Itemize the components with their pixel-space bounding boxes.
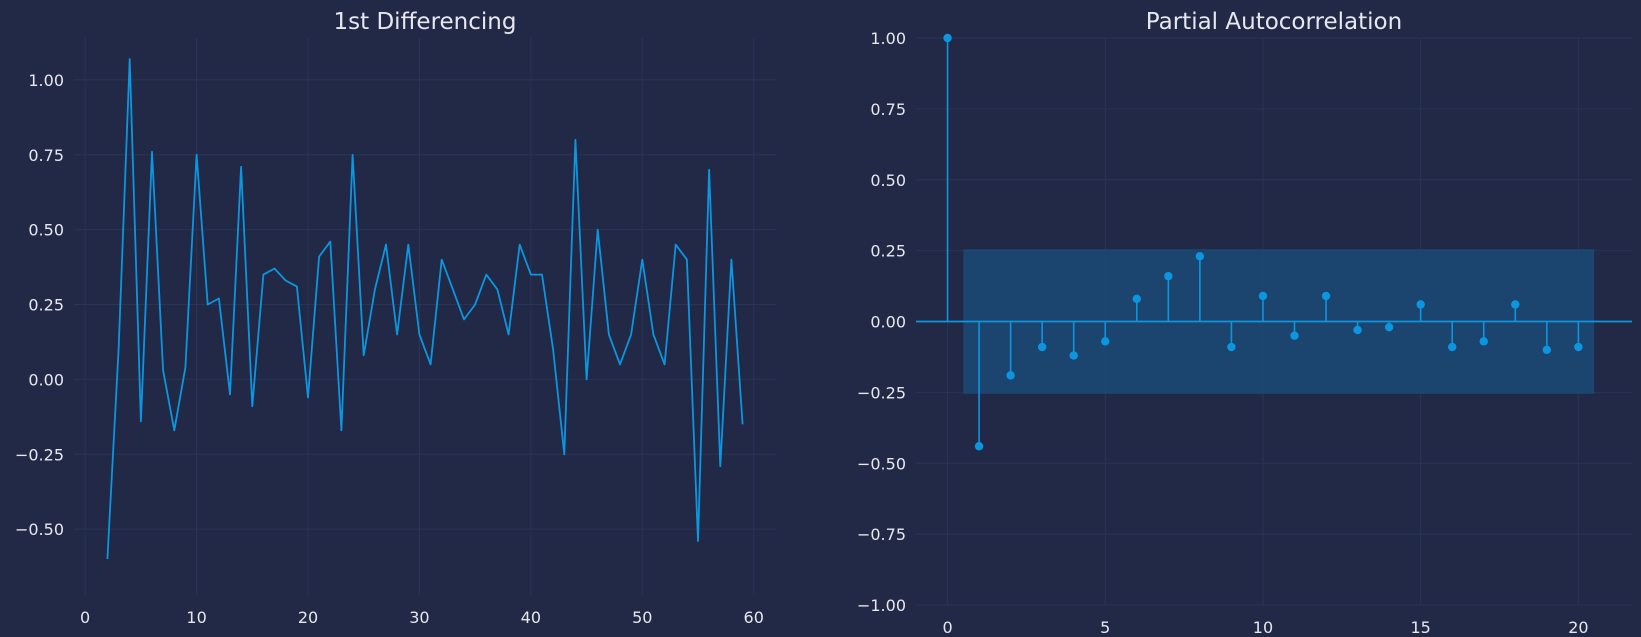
chart2-ytick-label-4: 0.00: [870, 313, 906, 332]
chart2-stem-marker-6: [1132, 294, 1141, 304]
chart2-stem-marker-9: [1227, 342, 1236, 352]
chart1-xtick-label-6: 60: [744, 608, 764, 627]
chart1-xtick-label-3: 30: [409, 608, 429, 627]
chart2-stem-marker-10: [1258, 291, 1268, 301]
chart2-xtick-label-3: 15: [1410, 618, 1430, 637]
chart1-xtick-label-0: 0: [80, 608, 90, 627]
chart1-xtick-label-1: 10: [186, 608, 206, 627]
chart2-stem-marker-8: [1195, 252, 1205, 261]
chart1-ytick-label-3: 0.25: [28, 296, 64, 315]
chart2-stem-marker-1: [974, 442, 984, 451]
chart1-ytick-label-5: 0.75: [28, 146, 64, 165]
chart2-stem-marker-16: [1448, 342, 1457, 352]
chart1-xtick-label-2: 20: [298, 608, 318, 627]
chart2-stem-marker-13: [1353, 325, 1362, 335]
chart1-ytick-label-1: −0.25: [15, 445, 64, 464]
chart1-series-line-0: [106, 58, 744, 560]
chart2-ytick-label-6: 0.50: [870, 171, 906, 190]
chart2-ytick-label-7: 0.75: [870, 100, 906, 119]
chart1-xtick-label-4: 40: [521, 608, 541, 627]
chart2-stem-marker-2: [1006, 371, 1015, 380]
chart2-stem-marker-19: [1542, 345, 1552, 355]
chart1-title: 1st Differencing: [334, 9, 517, 35]
chart2-stem-marker-15: [1416, 300, 1425, 309]
chart1-xtick-label-5: 50: [632, 608, 652, 627]
chart2-xtick-label-1: 5: [1100, 618, 1110, 637]
chart2-xtick-label-0: 0: [942, 618, 952, 637]
chart2-stem-marker-11: [1290, 331, 1299, 340]
chart2-xtick-label-4: 20: [1568, 618, 1588, 637]
chart2-stem-marker-20: [1574, 342, 1583, 352]
chart2-ytick-label-8: 1.00: [870, 29, 906, 48]
chart2-ytick-label-5: 0.25: [870, 242, 906, 261]
chart2-ytick-label-0: −1.00: [857, 596, 906, 615]
chart2-stem-marker-4: [1069, 351, 1078, 360]
chart1-ytick-label-4: 0.50: [28, 221, 64, 240]
chart2-stem-marker-18: [1511, 300, 1520, 309]
chart2-stem-marker-3: [1037, 342, 1047, 352]
chart1-ytick-label-2: 0.00: [28, 370, 64, 389]
chart1-ytick-label-6: 1.00: [28, 71, 64, 90]
chart2-stem-marker-0: [943, 33, 952, 43]
chart2-title: Partial Autocorrelation: [1146, 9, 1402, 35]
chart2-ytick-label-1: −0.75: [857, 525, 906, 544]
chart2-ytick-label-3: −0.25: [857, 383, 906, 402]
chart2-stem-marker-14: [1384, 322, 1394, 332]
chart2-stem-marker-17: [1479, 337, 1488, 346]
chart2-xtick-label-2: 10: [1253, 618, 1273, 637]
chart1-ytick-label-0: −0.50: [15, 520, 64, 539]
chart2-stem-marker-12: [1321, 291, 1331, 301]
chart2-stem-marker-7: [1164, 271, 1173, 281]
chart2-ytick-label-2: −0.50: [857, 454, 906, 473]
chart2-stem-marker-5: [1101, 337, 1110, 346]
